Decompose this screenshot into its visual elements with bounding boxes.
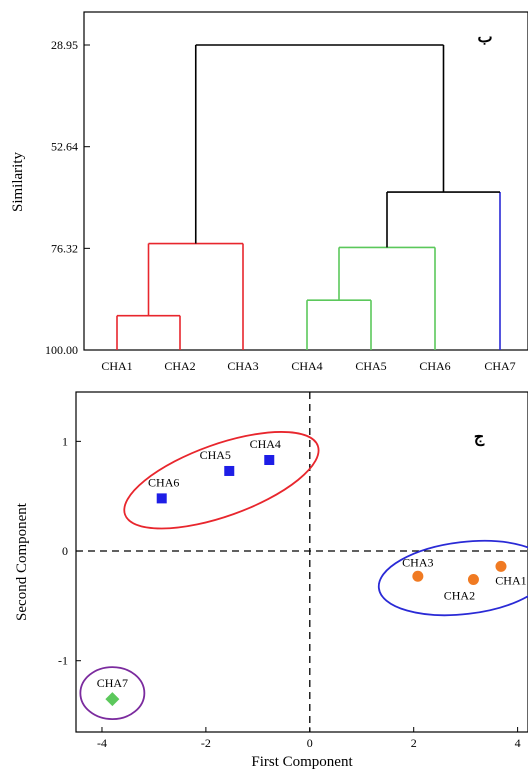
scatter-plot-frame <box>75 391 528 733</box>
scatter-reference-lines <box>76 392 528 732</box>
dendrogram-y-tick-label: 28.95 <box>51 38 78 52</box>
scatter-x-tick-label: 2 <box>411 736 417 750</box>
scatter-y-tick-label: -1 <box>58 654 68 668</box>
scatter-point-label: CHA5 <box>200 448 231 462</box>
dendrogram-leaf-label: CHA7 <box>484 359 515 373</box>
scatter-point-circle <box>467 574 479 586</box>
dendrogram-leaf-label: CHA5 <box>355 359 386 373</box>
scatter-x-tick-label: -2 <box>201 736 211 750</box>
scatter-group-ellipse <box>123 431 320 530</box>
dendrogram-y-tick-label: 100.00 <box>45 343 78 357</box>
scatter-x-axis-label: First Component <box>251 754 353 770</box>
scatter-x-tick-label: 4 <box>515 736 521 750</box>
scatter-panel-label: ج <box>474 429 485 447</box>
dendrogram-leaf-label: CHA2 <box>164 359 195 373</box>
dendrogram-plot-frame <box>83 11 528 351</box>
scatter-y-axis-label: Second Component <box>14 502 30 621</box>
scatter-point-label: CHA1 <box>495 573 526 587</box>
scatter-points: CHA1 CHA2 CHA3 CHA4 CHA5 CHA6 CHA7 <box>97 437 527 707</box>
scatter-point-square <box>224 465 235 476</box>
scatter-group-ellipse <box>79 666 146 720</box>
scatter-point-square <box>156 493 167 504</box>
dendrogram-links <box>116 44 501 350</box>
scatter-point-circle <box>495 560 507 572</box>
scatter-panel: First Component Second Component ج -4 -2 0… <box>14 391 528 770</box>
scatter-point-label: CHA2 <box>444 589 475 603</box>
dendrogram-y-tick-label: 76.32 <box>51 241 78 255</box>
scatter-group-ellipse <box>377 539 528 617</box>
scatter-ticks: -4 -2 0 2 4 1 0 -1 <box>58 434 521 750</box>
scatter-point-circle <box>412 570 424 582</box>
dendrogram-leaf-labels: CHA1 CHA2 CHA3 CHA4 CHA5 CHA6 CHA7 <box>101 359 515 373</box>
scatter-y-tick-label: 0 <box>62 544 68 558</box>
scatter-x-tick-label: 0 <box>307 736 313 750</box>
scatter-y-tick-label: 1 <box>62 434 68 448</box>
scatter-group-ellipses <box>79 431 528 720</box>
dendrogram-panel-label: ب <box>477 29 492 46</box>
scatter-point-square <box>264 455 275 465</box>
scatter-point-diamond <box>105 692 120 707</box>
scatter-x-tick-label: -4 <box>97 736 107 750</box>
dendrogram-y-ticks: 28.95 52.64 76.32 100.00 <box>45 38 90 357</box>
dendrogram-leaf-label: CHA3 <box>227 359 258 373</box>
scatter-point-label: CHA6 <box>148 475 179 489</box>
dendrogram-leaf-label: CHA6 <box>419 359 450 373</box>
dendrogram-y-axis-label: Similarity <box>10 152 26 213</box>
dendrogram-leaf-label: CHA1 <box>101 359 132 373</box>
dendrogram-leaf-label: CHA4 <box>291 359 322 373</box>
scatter-point-label: CHA4 <box>250 437 281 451</box>
dendrogram-y-tick-label: 52.64 <box>51 140 78 154</box>
scatter-point-label: CHA7 <box>97 676 128 690</box>
scatter-point-label: CHA3 <box>402 555 433 569</box>
